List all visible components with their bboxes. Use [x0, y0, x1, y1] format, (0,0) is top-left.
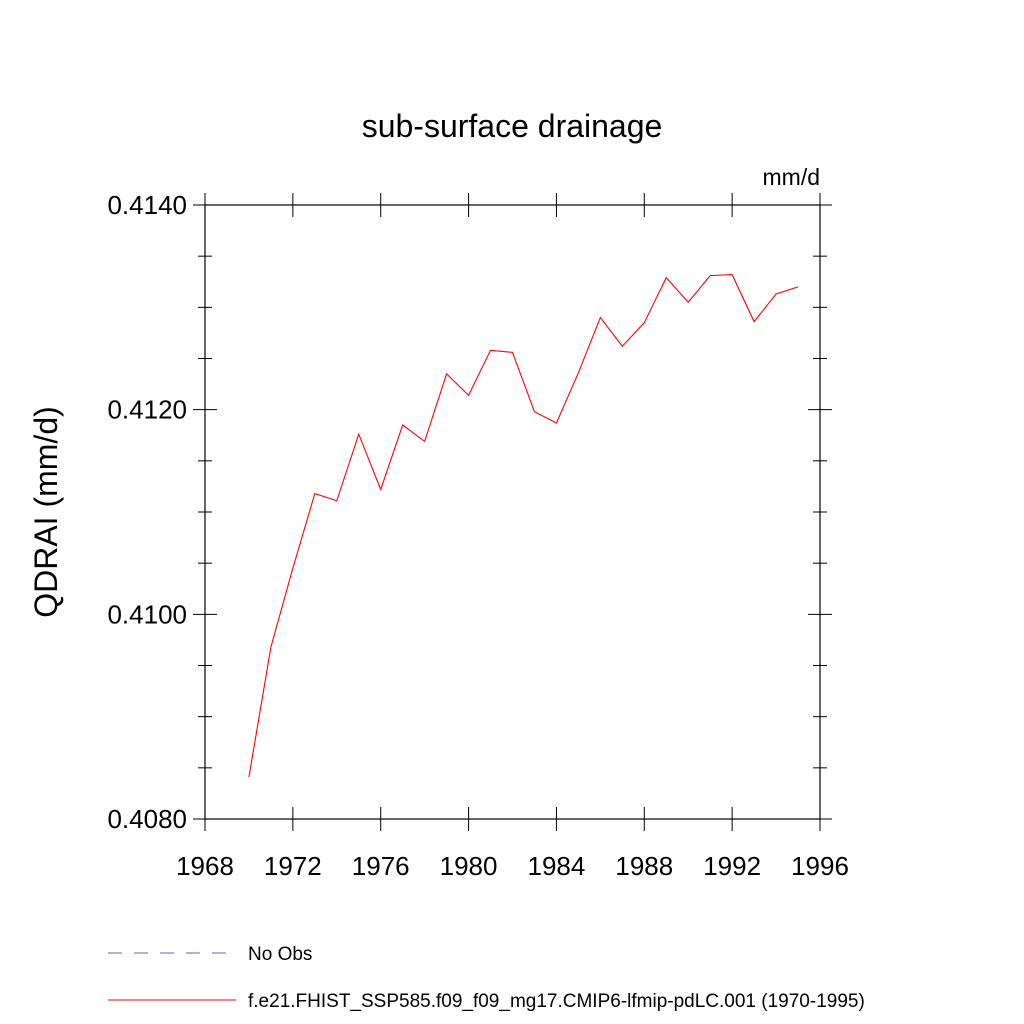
x-tick-label: 1980 — [440, 851, 498, 881]
tick-labels: 1968 1972 1976 1980 1984 1988 1992 1996 0.4080 0.… — [107, 190, 848, 881]
x-tick-label: 1996 — [791, 851, 849, 881]
axis-ticks — [193, 193, 832, 831]
y-tick-label: 0.4120 — [107, 395, 187, 425]
y-tick-label: 0.4080 — [107, 804, 187, 834]
series-layer — [248, 274, 799, 778]
plot-frame — [204, 204, 821, 820]
x-tick-label: 1992 — [703, 851, 761, 881]
y-tick-label: 0.4100 — [107, 599, 187, 629]
x-tick-label: 1968 — [176, 851, 234, 881]
x-tick-label: 1984 — [528, 851, 586, 881]
series-line-0 — [248, 274, 799, 778]
legend-label-no-obs: No Obs — [248, 944, 312, 965]
x-tick-label: 1976 — [352, 851, 410, 881]
x-tick-label: 1972 — [264, 851, 322, 881]
units-label: mm/d — [763, 164, 821, 190]
chart-title: sub-surface drainage — [362, 108, 663, 144]
x-tick-label: 1988 — [615, 851, 673, 881]
legend: No Obs f.e21.FHIST_SSP585.f09_f09_mg17.C… — [108, 944, 865, 1012]
y-axis-label: QDRAI (mm/d) — [28, 406, 64, 618]
y-tick-label: 0.4140 — [107, 190, 187, 220]
legend-label-model: f.e21.FHIST_SSP585.f09_f09_mg17.CMIP6-lf… — [248, 991, 865, 1012]
